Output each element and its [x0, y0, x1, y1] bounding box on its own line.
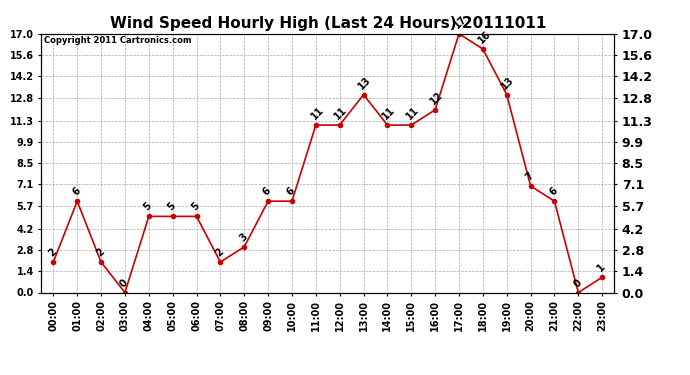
Text: 13: 13	[500, 75, 516, 91]
Text: 11: 11	[333, 105, 349, 122]
Text: 11: 11	[404, 105, 421, 122]
Text: 6: 6	[70, 186, 82, 198]
Text: 6: 6	[285, 186, 297, 198]
Text: 16: 16	[476, 29, 493, 45]
Text: 7: 7	[524, 171, 535, 182]
Text: 12: 12	[428, 90, 445, 106]
Text: 0: 0	[571, 277, 583, 289]
Text: 2: 2	[46, 247, 58, 258]
Text: 1: 1	[595, 262, 607, 274]
Title: Wind Speed Hourly High (Last 24 Hours) 20111011: Wind Speed Hourly High (Last 24 Hours) 2…	[110, 16, 546, 31]
Text: Copyright 2011 Cartronics.com: Copyright 2011 Cartronics.com	[44, 36, 192, 45]
Text: 3: 3	[237, 231, 249, 243]
Text: 5: 5	[166, 201, 177, 213]
Text: 2: 2	[94, 247, 106, 258]
Text: 2: 2	[213, 247, 225, 258]
Text: 5: 5	[142, 201, 154, 213]
Text: 5: 5	[190, 201, 201, 213]
Text: 11: 11	[380, 105, 397, 122]
Text: 0: 0	[118, 277, 130, 289]
Text: 13: 13	[357, 75, 373, 91]
Text: 6: 6	[261, 186, 273, 198]
Text: 11: 11	[309, 105, 326, 122]
Text: 17: 17	[452, 13, 469, 30]
Text: 6: 6	[547, 186, 560, 198]
